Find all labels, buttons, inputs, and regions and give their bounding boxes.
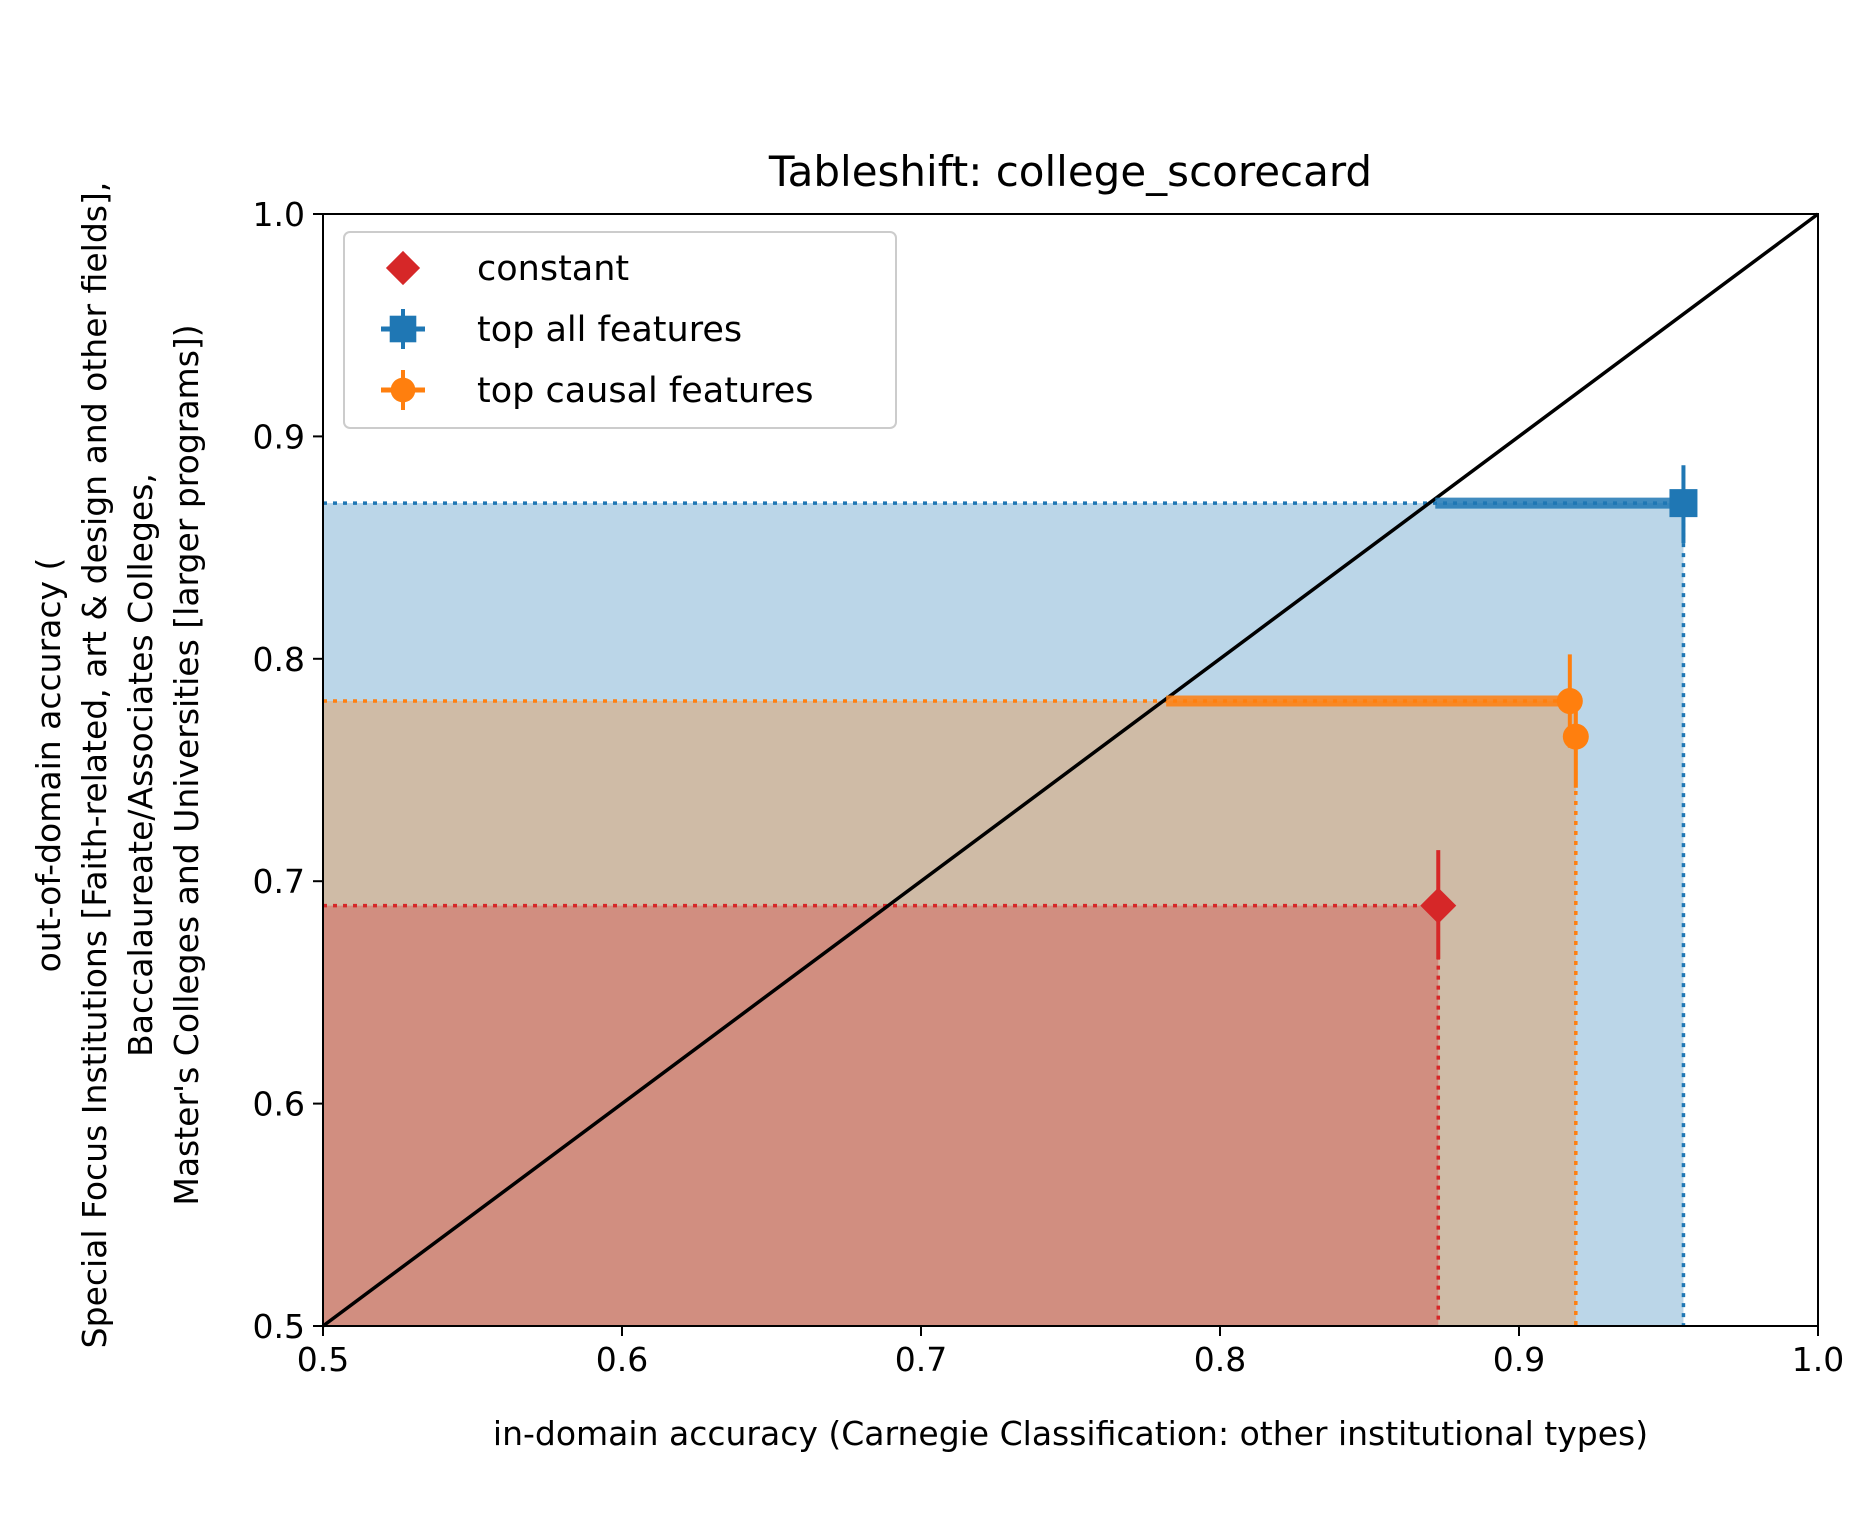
point-top-causal-features [1556, 688, 1583, 715]
legend-label-top-causal-features: top causal features [477, 371, 813, 411]
point-top-all-features [1669, 489, 1698, 518]
diagonal-line-group [321, 212, 1820, 1328]
y-axis-label-line: Special Focus Institutions [Faith-relate… [75, 182, 114, 1349]
x-tick-label: 0.7 [895, 1340, 947, 1379]
chart-title: Tableshift: college_scorecard [768, 147, 1372, 196]
legend-marker-constant [385, 250, 421, 286]
data-markers [1420, 489, 1698, 924]
shade-top-all-features [323, 503, 1684, 1326]
x-tick-label: 0.8 [1194, 1340, 1246, 1379]
point-top-causal-features [1562, 723, 1589, 750]
y-tick-label: 0.6 [253, 1085, 305, 1124]
x-tick-label: 0.9 [1493, 1340, 1545, 1379]
legend-label-constant: constant [477, 249, 629, 289]
legend-marker-top-all-features [389, 315, 417, 343]
diagonal-line [321, 212, 1820, 1328]
y-axis-label-line: Baccalaureate/Associates Colleges, [121, 473, 160, 1057]
y-axis-label-line: Master's Colleges and Universities [larg… [167, 324, 206, 1205]
plot-frame [322, 213, 1819, 1327]
y-tick-label: 0.5 [253, 1307, 305, 1346]
shaded-regions [323, 503, 1684, 1326]
y-tick-label: 0.8 [253, 640, 305, 679]
shade-top-causal-features [323, 701, 1576, 1326]
legend-marker-top-causal-features [390, 377, 416, 403]
y-tick-label: 0.9 [253, 417, 305, 456]
axis-ticks: 0.5 0.6 0.7 0.8 0.9 1.0 0.5 0.6 0.7 0.8 0.9 1.0 [253, 195, 1845, 1379]
x-axis-label: in-domain accuracy (Carnegie Classificat… [493, 1414, 1648, 1453]
x-tick-label: 0.6 [596, 1340, 648, 1379]
legend: constant top all features top causal featu… [343, 231, 897, 429]
y-axis-label-line: out-of-domain accuracy ( [29, 558, 68, 973]
y-axis-label: out-of-domain accuracy (Special Focus In… [29, 182, 206, 1349]
y-tick-label: 0.7 [253, 862, 305, 901]
legend-box [343, 231, 897, 429]
x-tick-label: 0.5 [297, 1340, 349, 1379]
axes-frame [322, 213, 1819, 1327]
legend-label-top-all-features: top all features [477, 310, 742, 350]
point-constant [1420, 887, 1457, 924]
y-tick-label: 1.0 [253, 195, 305, 234]
x-tick-label: 1.0 [1792, 1340, 1844, 1379]
shade-constant [323, 905, 1439, 1326]
